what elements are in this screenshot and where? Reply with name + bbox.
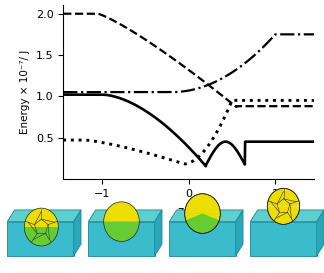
Polygon shape [169,222,236,256]
X-axis label: z / -: z / - [178,204,200,217]
Wedge shape [267,188,300,206]
Wedge shape [186,213,219,233]
Y-axis label: Energy × 10⁻⁷/ J: Energy × 10⁻⁷/ J [20,50,30,134]
Polygon shape [88,222,155,256]
Wedge shape [24,208,58,227]
Wedge shape [104,202,139,222]
Polygon shape [169,210,243,222]
Polygon shape [88,210,162,222]
Polygon shape [317,210,324,256]
Wedge shape [267,206,300,224]
Polygon shape [7,210,81,222]
Polygon shape [74,210,81,256]
Wedge shape [185,194,220,213]
Wedge shape [185,213,220,233]
Polygon shape [250,210,324,222]
Polygon shape [155,210,162,256]
Polygon shape [250,222,317,256]
Wedge shape [104,222,139,241]
Polygon shape [7,222,74,256]
Wedge shape [24,227,58,246]
Polygon shape [236,210,243,256]
